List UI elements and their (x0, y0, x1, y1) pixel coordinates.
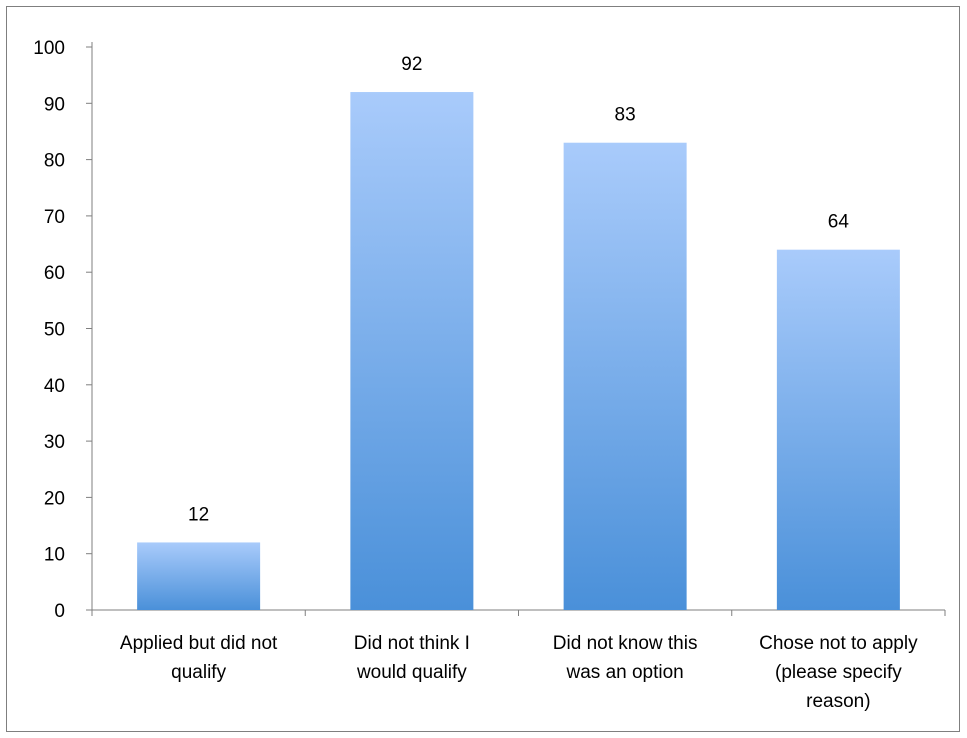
category-label-line: (please specify (775, 662, 902, 683)
x-axis (91, 609, 946, 616)
category-label-line: Did not know this (553, 633, 698, 654)
category-label-line: reason) (806, 691, 870, 712)
y-tick-label: 50 (44, 320, 65, 341)
y-tick-label: 90 (44, 94, 65, 115)
data-label: 83 (615, 105, 636, 126)
data-label: 64 (828, 212, 850, 233)
bar (137, 542, 261, 610)
category-label: Did not think I would qualify (354, 633, 470, 683)
data-label: 12 (188, 504, 209, 525)
category-label: Chose not to apply (please specify reason) (759, 633, 918, 712)
data-labels: 12 92 83 64 (188, 54, 849, 525)
category-label: Did not know this was an option (553, 633, 698, 683)
y-tick-label: 60 (44, 263, 65, 284)
bar (350, 92, 474, 611)
category-label-line: Chose not to apply (759, 633, 918, 654)
y-tick-label: 10 (44, 545, 65, 566)
y-tick-label: 70 (44, 207, 65, 228)
bar (563, 142, 687, 610)
y-axis: 0 10 20 30 40 50 60 70 80 90 100 (33, 38, 93, 622)
bars (137, 92, 900, 611)
bar (776, 249, 900, 610)
category-label: Applied but did not qualify (120, 633, 278, 683)
category-label-line: was an option (566, 662, 684, 683)
category-labels: Applied but did not qualify Did not think … (120, 633, 918, 712)
y-tick-label: 80 (44, 151, 65, 172)
category-label-line: Did not think I (354, 633, 470, 654)
y-tick-label: 30 (44, 432, 65, 453)
y-tick-label: 20 (44, 488, 65, 509)
y-tick-label: 100 (33, 38, 65, 59)
data-label: 92 (401, 54, 422, 75)
y-tick-label: 0 (54, 601, 65, 622)
category-label-line: would qualify (356, 662, 467, 683)
y-tick-label: 40 (44, 376, 65, 397)
category-label-line: Applied but did not (120, 633, 278, 654)
category-label-line: qualify (171, 662, 226, 683)
